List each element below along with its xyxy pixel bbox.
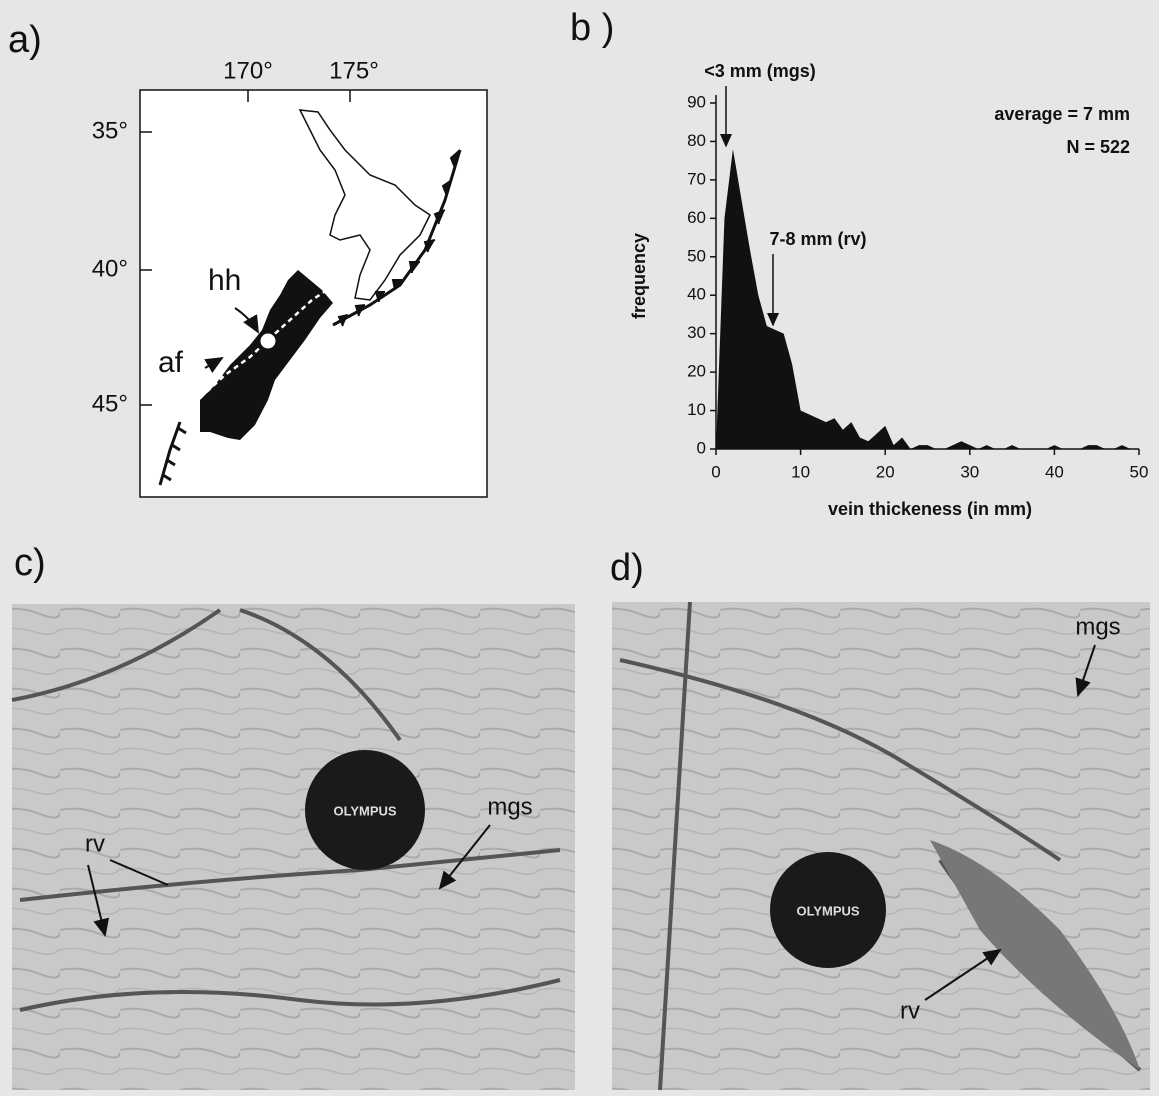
y-tick-label: 70 xyxy=(687,169,706,188)
photo-label: mgs xyxy=(1075,613,1120,640)
x-tick-label: 40 xyxy=(1045,462,1064,481)
x-tick-label: 10 xyxy=(791,462,810,481)
annotation: <3 mm (mgs) xyxy=(704,61,816,81)
x-tick-label: 0 xyxy=(711,462,720,481)
site-marker xyxy=(260,333,276,349)
panel-label: b ) xyxy=(570,7,614,49)
x-axis-label: vein thickeness (in mm) xyxy=(828,499,1032,519)
photo-c: OLYMPUS mgs rv xyxy=(12,604,575,1090)
photo-d: OLYMPUS mgs rv xyxy=(612,602,1150,1090)
map-panel: 170° 175° 35° 40° 45° hh af xyxy=(92,57,487,497)
photo-label: rv xyxy=(85,830,105,857)
y-tick-label: 50 xyxy=(687,246,706,265)
annotation: average = 7 mm xyxy=(994,104,1130,124)
figure: a) b ) c) d) 170° 175° 35° 40° 45° hh af… xyxy=(0,0,1159,1096)
lat-label: 35° xyxy=(92,117,128,144)
lat-label: 40° xyxy=(92,255,128,282)
area xyxy=(716,149,1139,449)
y-tick-label: 40 xyxy=(687,285,706,304)
y-tick-label: 60 xyxy=(687,208,706,227)
y-tick-label: 80 xyxy=(687,131,706,150)
photo-label: mgs xyxy=(487,793,532,820)
photo-label: rv xyxy=(900,997,920,1024)
annotation: 7-8 mm (rv) xyxy=(769,229,866,249)
x-tick-label: 30 xyxy=(960,462,979,481)
lon-label: 170° xyxy=(223,57,273,84)
y-axis-label: frequency xyxy=(629,233,649,319)
lon-label: 175° xyxy=(329,57,379,84)
x-tick-label: 20 xyxy=(876,462,895,481)
cap-label: OLYMPUS xyxy=(796,903,859,918)
y-tick-label: 30 xyxy=(687,323,706,342)
map-label: hh xyxy=(208,264,241,297)
y-tick-label: 20 xyxy=(687,362,706,381)
cap-label: OLYMPUS xyxy=(333,803,396,818)
y-tick-label: 0 xyxy=(697,438,706,457)
panel-label: d) xyxy=(610,547,644,589)
photo xyxy=(612,602,1150,1090)
panel-label: a) xyxy=(8,19,42,61)
panel-label: c) xyxy=(14,542,46,584)
y-tick-label: 90 xyxy=(687,92,706,111)
map-label: af xyxy=(158,346,184,379)
y-tick-label: 10 xyxy=(687,400,706,419)
x-tick-label: 50 xyxy=(1130,462,1149,481)
annotation: N = 522 xyxy=(1066,137,1130,157)
lat-label: 45° xyxy=(92,390,128,417)
